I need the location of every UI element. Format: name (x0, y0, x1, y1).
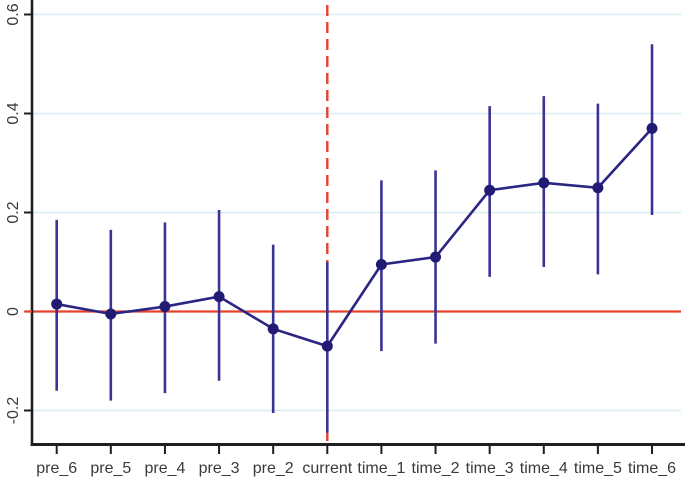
x-tick-label: pre_4 (144, 460, 185, 477)
x-tick-label: pre_6 (36, 460, 77, 477)
data-point (105, 308, 117, 320)
x-tick-label: time_5 (574, 460, 622, 477)
y-tick-label: 0 (5, 307, 22, 316)
coefficient-line (56, 127, 653, 348)
x-tick-label: current (302, 460, 352, 477)
x-tick-label: pre_5 (90, 460, 131, 477)
data-point (646, 122, 658, 134)
y-tick-label: -0.2 (5, 397, 22, 425)
data-point (213, 291, 225, 303)
x-tick-label: time_3 (466, 460, 514, 477)
data-point (321, 340, 333, 352)
data-point (159, 301, 171, 313)
data-point (51, 298, 63, 310)
data-point (538, 177, 550, 189)
data-point (592, 182, 604, 194)
x-tick-label: time_6 (628, 460, 676, 477)
data-point (430, 251, 442, 263)
x-tick-label: time_2 (412, 460, 460, 477)
x-tick-label: pre_3 (199, 460, 240, 477)
y-tick-label: 0.6 (5, 3, 22, 25)
y-tick-label: 0.4 (5, 102, 22, 124)
y-tick-label: 0.2 (5, 201, 22, 223)
x-tick-label: time_1 (357, 460, 405, 477)
x-tick-label: time_4 (520, 460, 568, 477)
data-point (267, 323, 279, 335)
x-tick-label: pre_2 (253, 460, 294, 477)
data-point (375, 258, 387, 270)
data-point (484, 184, 496, 196)
